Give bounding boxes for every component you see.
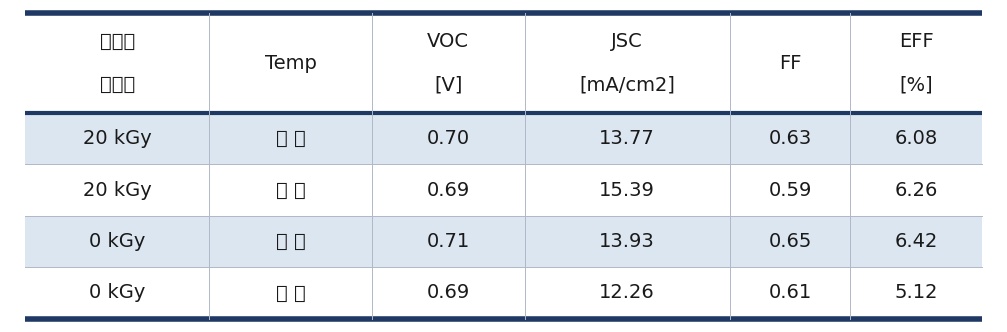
Text: VOC: VOC (427, 32, 469, 51)
Text: 15.39: 15.39 (599, 181, 655, 200)
Text: 0.65: 0.65 (768, 232, 812, 251)
Text: 0 kGy: 0 kGy (89, 284, 145, 302)
Text: 0.61: 0.61 (768, 284, 812, 302)
Text: 조사량: 조사량 (100, 75, 135, 94)
Text: 13.77: 13.77 (599, 129, 655, 148)
Text: EFF: EFF (898, 32, 933, 51)
Text: 정 온: 정 온 (276, 284, 305, 302)
Text: 20 kGy: 20 kGy (83, 129, 151, 148)
Text: 13.93: 13.93 (599, 232, 655, 251)
Text: [mA/cm2]: [mA/cm2] (579, 75, 675, 94)
Text: 6.26: 6.26 (894, 181, 938, 200)
Text: 승 온: 승 온 (276, 232, 305, 251)
Text: 6.42: 6.42 (894, 232, 938, 251)
Text: 0.69: 0.69 (427, 284, 470, 302)
Text: [%]: [%] (899, 75, 932, 94)
Text: 정 온: 정 온 (276, 181, 305, 200)
Text: 12.26: 12.26 (599, 284, 655, 302)
Text: 0.63: 0.63 (768, 129, 812, 148)
Text: FF: FF (778, 53, 802, 73)
Text: 20 kGy: 20 kGy (83, 181, 151, 200)
Text: 0.59: 0.59 (768, 181, 812, 200)
Text: 6.08: 6.08 (894, 129, 938, 148)
Text: [V]: [V] (434, 75, 462, 94)
Text: 방사선: 방사선 (100, 32, 135, 51)
Text: 5.12: 5.12 (894, 284, 938, 302)
Text: 0.69: 0.69 (427, 181, 470, 200)
Text: JSC: JSC (611, 32, 642, 51)
Text: 0.71: 0.71 (427, 232, 470, 251)
Text: 승 온: 승 온 (276, 129, 305, 148)
Text: 0.70: 0.70 (427, 129, 470, 148)
Text: 0 kGy: 0 kGy (89, 232, 145, 251)
Text: Temp: Temp (265, 53, 316, 73)
